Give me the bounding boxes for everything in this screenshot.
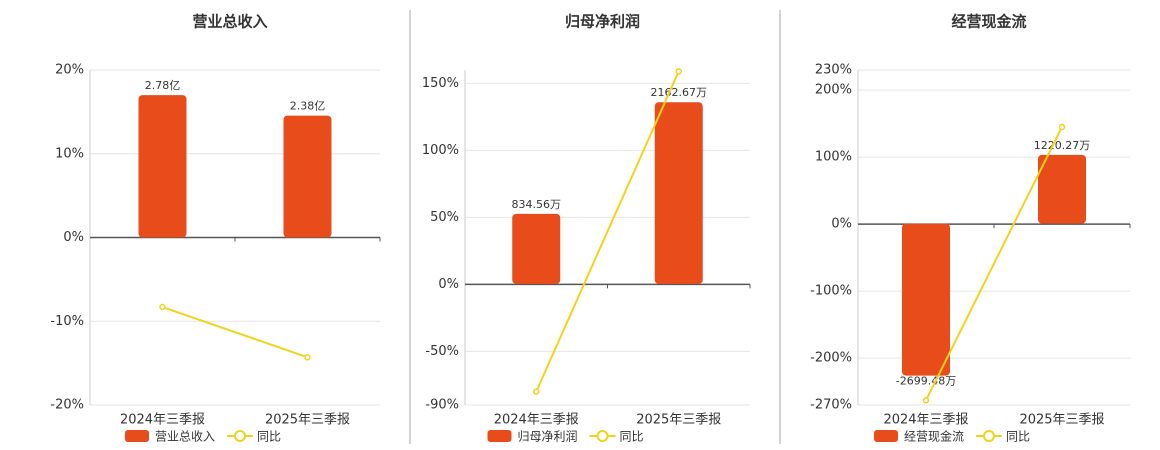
value-label: -2699.48万: [896, 375, 956, 388]
y-tick-label: 10%: [55, 146, 84, 161]
line-point: [304, 354, 311, 361]
line: [925, 126, 1063, 401]
y-tick-label: 20%: [55, 63, 84, 78]
y-tick-label: -20%: [50, 398, 84, 413]
value-label: 2.78亿: [145, 79, 181, 92]
line: [162, 306, 308, 359]
legend-label: 营业总收入: [155, 430, 215, 444]
legend-label: 同比: [257, 430, 281, 444]
y-tick-label: 200%: [815, 83, 852, 98]
bar: [138, 95, 187, 238]
bar: [654, 102, 703, 284]
y-tick-label: 0%: [438, 277, 459, 292]
value-label: 1220.27万: [1034, 139, 1091, 152]
chart-title: 归母净利润: [565, 13, 640, 31]
y-tick-label: -50%: [425, 344, 459, 359]
legend-swatch: [125, 430, 149, 442]
legend-label: 归母净利润: [518, 430, 578, 444]
y-tick-label: 150%: [422, 76, 459, 91]
x-tick-label: 2025年三季报: [636, 413, 721, 428]
y-tick-label: 100%: [422, 143, 459, 158]
y-tick-label: -90%: [425, 398, 459, 413]
x-tick-label: 2024年三季报: [883, 413, 968, 428]
y-tick-label: -100%: [810, 284, 852, 299]
legend-swatch: [874, 430, 898, 442]
line-point: [675, 68, 682, 75]
y-tick-label: 0%: [831, 217, 852, 232]
y-tick-label: 50%: [430, 210, 459, 225]
bar: [283, 115, 332, 238]
line-point: [922, 397, 930, 404]
x-tick-label: 2025年三季报: [1019, 413, 1104, 428]
y-tick-label: 100%: [815, 150, 852, 165]
bar: [1038, 154, 1086, 224]
y-tick-label: -200%: [810, 351, 852, 366]
value-label: 2162.67万: [651, 86, 708, 99]
legend-label: 同比: [620, 430, 644, 444]
bar: [512, 213, 561, 284]
legend-label: 经营现金流: [904, 429, 964, 444]
legend-label: 同比: [1006, 430, 1030, 444]
bar: [902, 223, 950, 376]
value-label: 2.38亿: [290, 100, 326, 113]
x-tick-label: 2024年三季报: [494, 413, 579, 428]
line: [535, 70, 680, 393]
legend-swatch: [983, 430, 996, 442]
line-point: [533, 388, 540, 395]
x-tick-label: 2025年三季报: [265, 413, 350, 428]
legend-swatch: [596, 430, 609, 442]
legend-swatch: [234, 430, 247, 442]
y-tick-label: 230%: [815, 63, 852, 78]
chart-title: 经营现金流: [951, 13, 1026, 31]
chart-title: 营业总收入: [192, 13, 267, 31]
legend-swatch: [487, 430, 512, 442]
value-label: 834.56万: [512, 198, 562, 211]
x-tick-label: 2024年三季报: [120, 413, 205, 428]
y-tick-label: -270%: [810, 398, 852, 413]
y-tick-label: 0%: [63, 230, 84, 245]
y-tick-label: -10%: [50, 314, 84, 329]
line-point: [1058, 123, 1066, 131]
line-point: [159, 303, 166, 311]
